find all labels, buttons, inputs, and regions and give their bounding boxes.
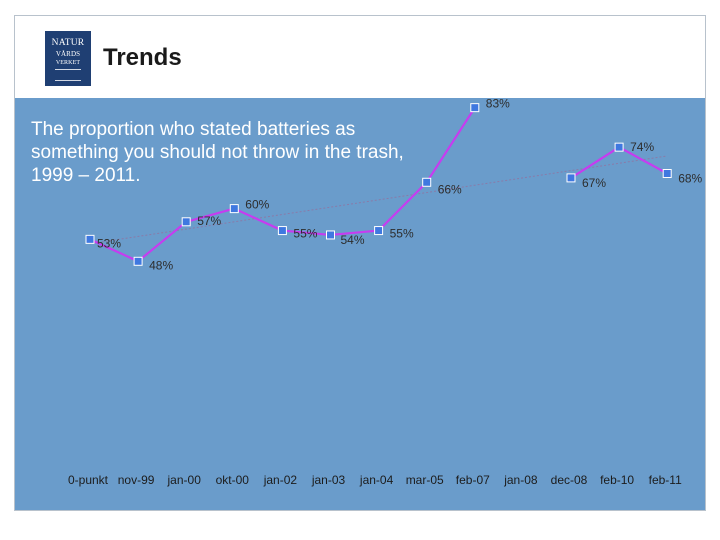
data-label: 66%	[438, 182, 462, 196]
data-label: 53%	[97, 236, 121, 250]
header	[15, 16, 705, 98]
x-tick-label: nov-99	[118, 473, 155, 487]
data-label: 48%	[149, 258, 173, 272]
x-tick-label: feb-10	[600, 473, 634, 487]
x-tick-label: feb-07	[456, 473, 490, 487]
logo-crest-icon	[55, 68, 81, 81]
x-tick-label: jan-04	[359, 473, 394, 487]
data-label: 74%	[630, 140, 654, 154]
data-point-marker	[229, 204, 239, 214]
data-label: 83%	[486, 97, 510, 111]
data-point-marker	[662, 169, 672, 178]
data-point-marker	[566, 173, 576, 183]
naturvardsverket-logo: NATUR VÅRDS VERKET	[45, 31, 91, 86]
data-label: 55%	[293, 227, 317, 241]
chart-title: The proportion who stated batteries as s…	[31, 119, 404, 186]
logo-line-2: VÅRDS	[55, 49, 81, 58]
x-tick-label: dec-08	[551, 473, 588, 487]
data-point-marker	[614, 142, 624, 152]
data-label: 54%	[341, 233, 365, 247]
data-point-marker	[181, 217, 191, 227]
logo-line-3: VERKET	[55, 59, 81, 66]
data-point-marker	[133, 256, 143, 266]
series-line-segment-1	[89, 107, 476, 263]
x-tick-label: jan-08	[503, 473, 538, 487]
data-point-marker	[277, 226, 287, 236]
logo-line-1: NATUR	[51, 38, 85, 49]
page-title: Trends	[103, 44, 182, 71]
data-label: 67%	[582, 176, 606, 190]
data-point-marker	[326, 230, 335, 240]
x-tick-label: jan-02	[263, 473, 298, 487]
x-tick-label: okt-00	[216, 473, 250, 487]
data-point-marker	[470, 103, 480, 113]
data-point-marker	[374, 226, 384, 236]
data-label: 60%	[245, 198, 269, 212]
x-tick-label: 0-punkt	[68, 473, 109, 487]
data-point-marker	[85, 234, 95, 244]
x-tick-label: jan-00	[167, 473, 202, 487]
data-label: 68%	[678, 172, 702, 186]
x-tick-label: jan-03	[311, 473, 346, 487]
data-point-marker	[422, 177, 432, 187]
x-tick-label: feb-11	[649, 473, 682, 487]
data-label: 55%	[390, 227, 414, 241]
trendline	[89, 155, 668, 245]
data-label: 57%	[197, 214, 221, 228]
x-tick-label: mar-05	[406, 473, 444, 487]
